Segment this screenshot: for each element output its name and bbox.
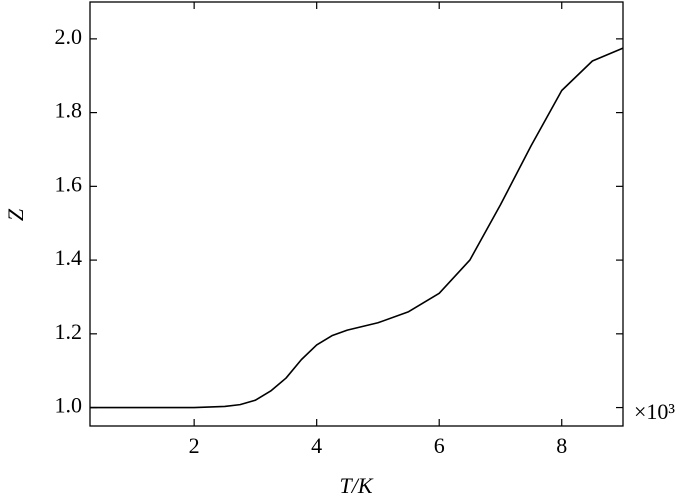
y-tick-label: 1.0 xyxy=(55,393,83,418)
x-tick-label: 2 xyxy=(189,433,200,458)
x-axis-label: T/K xyxy=(339,473,373,498)
y-tick-label: 1.4 xyxy=(55,245,83,270)
y-tick-label: 2.0 xyxy=(55,24,83,49)
y-tick-label: 1.8 xyxy=(55,98,83,123)
data-line xyxy=(90,47,624,409)
x-tick-label: 6 xyxy=(434,433,445,458)
y-tick-label: 1.2 xyxy=(55,319,83,344)
y-tick-label: 1.6 xyxy=(55,171,83,196)
plot-frame xyxy=(89,1,624,427)
x-tick-label: 4 xyxy=(311,433,322,458)
x-offset-label: ×10³ xyxy=(634,399,675,424)
x-tick-label: 8 xyxy=(556,433,567,458)
y-axis-label: Z xyxy=(3,208,28,221)
